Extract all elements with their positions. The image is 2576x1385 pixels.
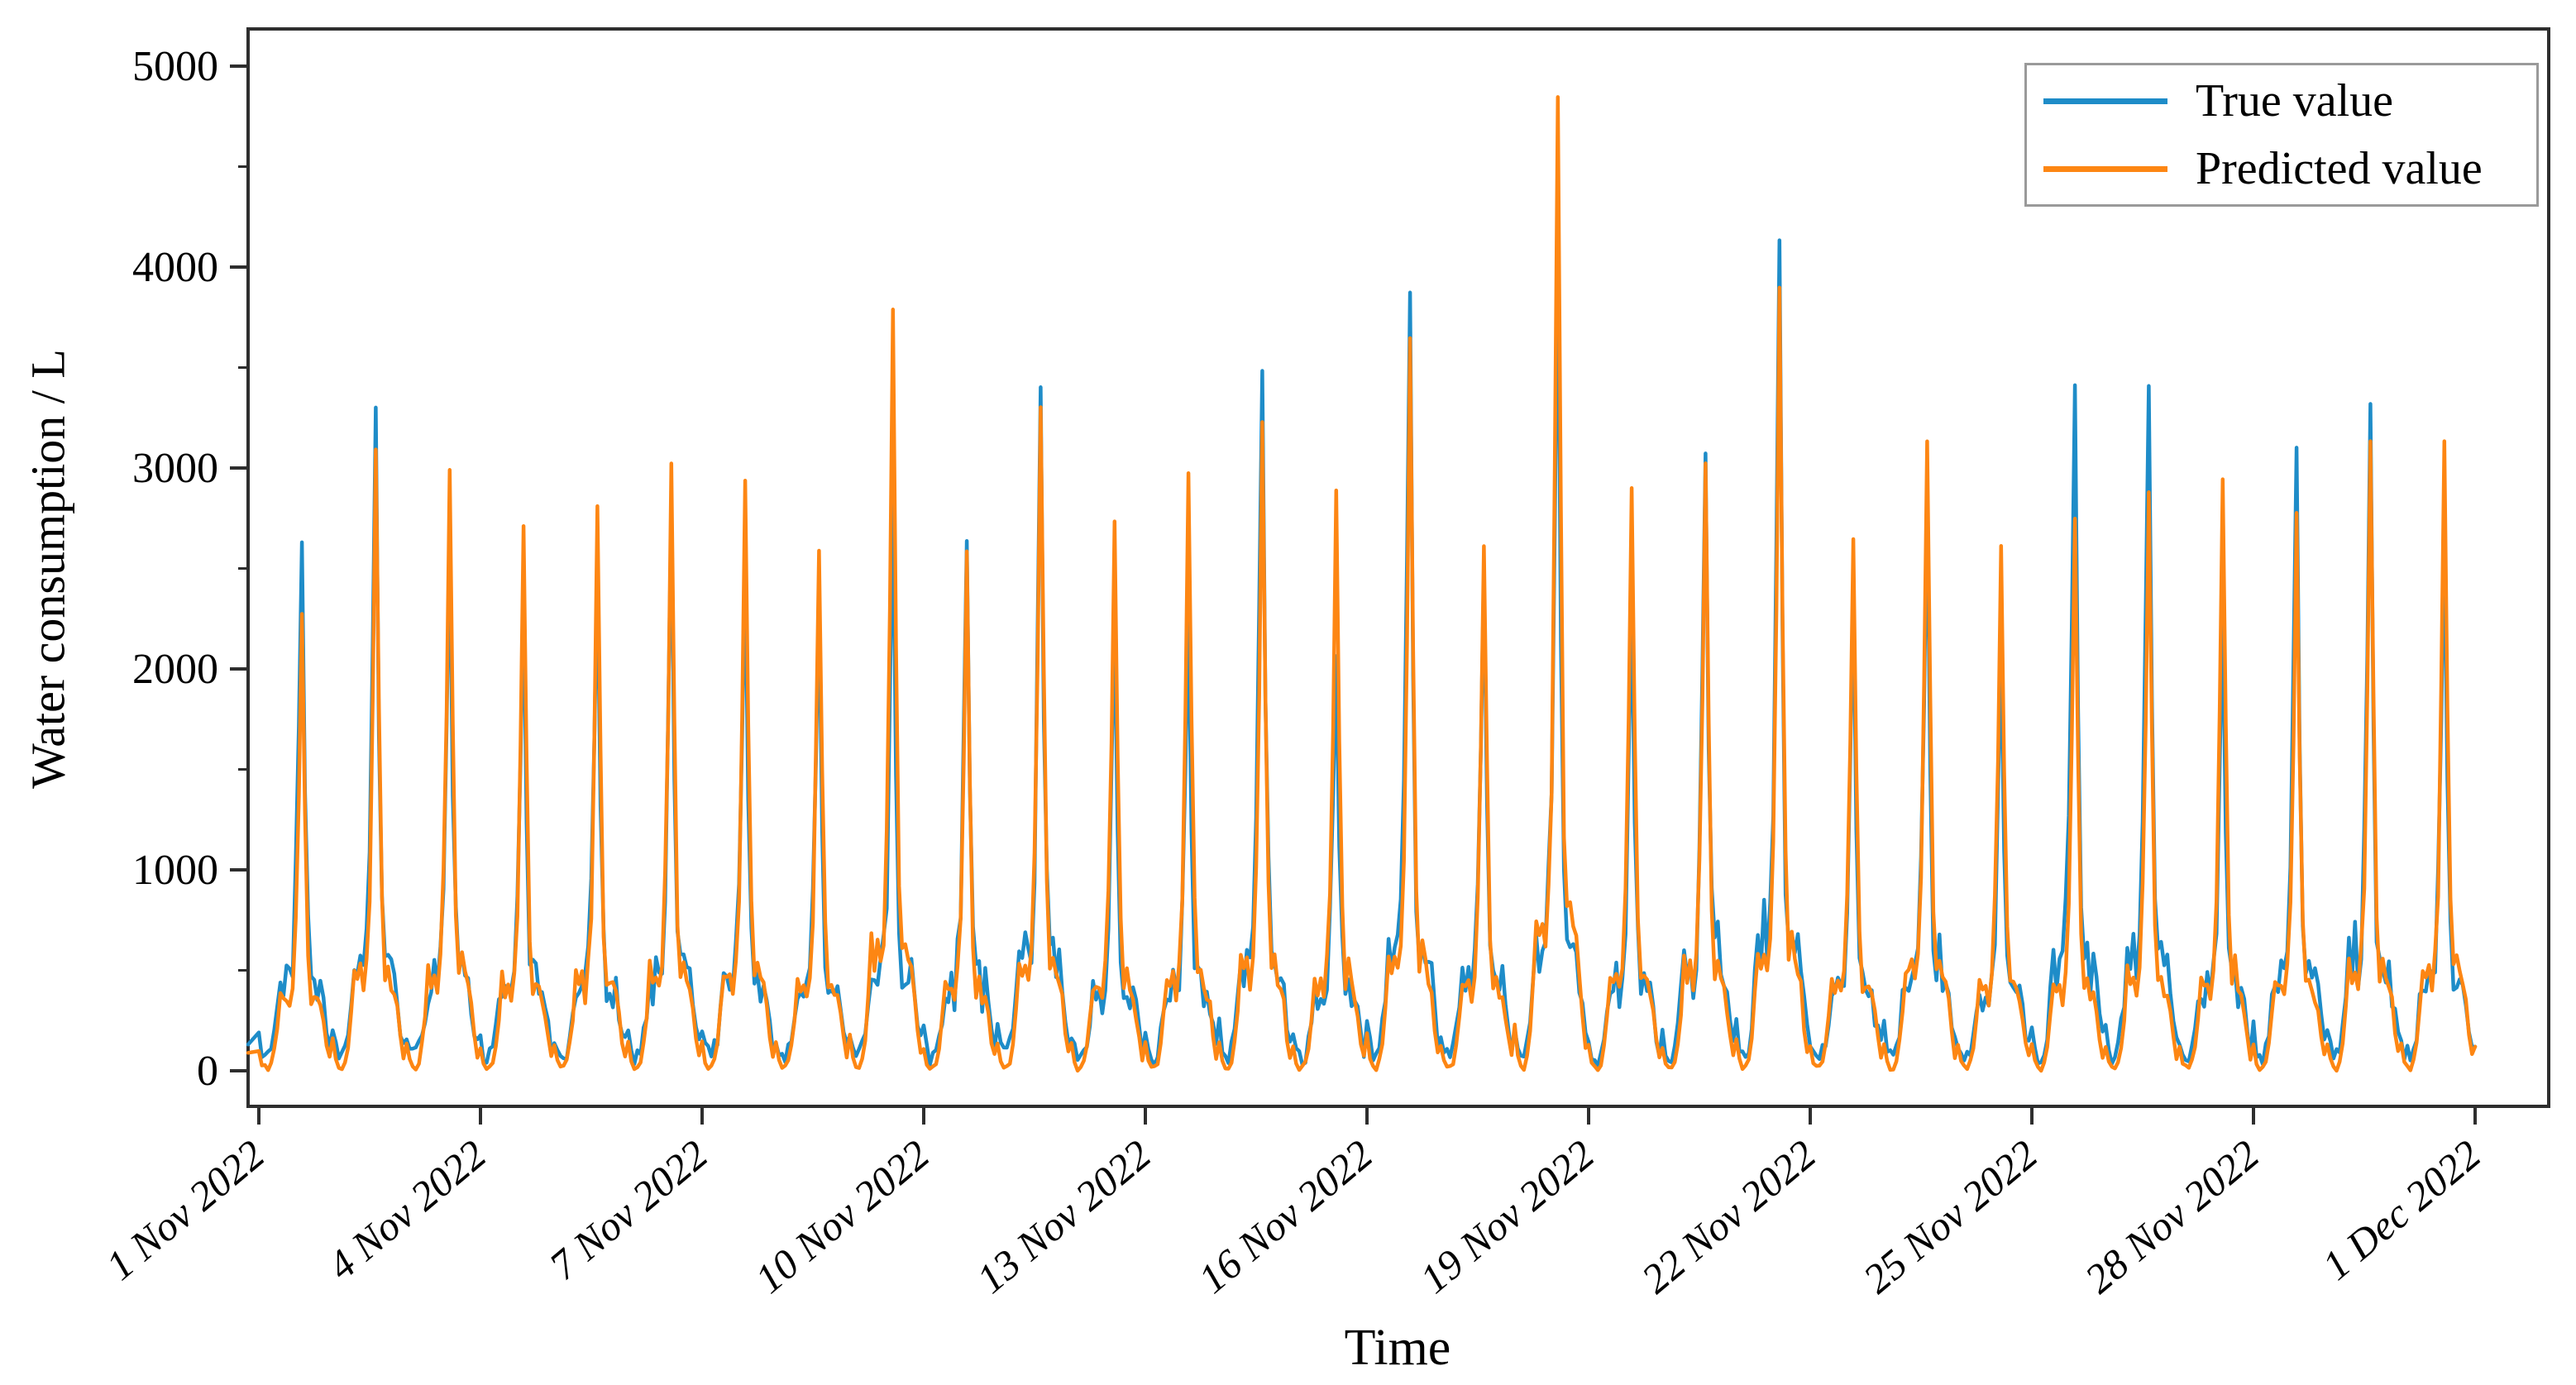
y-axis: 0 1000 2000 3000 4000 5000 bbox=[132, 43, 248, 1095]
x-tick-label: 10 Nov 2022 bbox=[746, 1131, 938, 1302]
legend: True value Predicted value bbox=[2024, 63, 2539, 207]
y-tick-label: 4000 bbox=[132, 244, 218, 291]
predicted-value-line-swatch bbox=[2043, 165, 2167, 172]
x-tick-label: 25 Nov 2022 bbox=[1854, 1131, 2046, 1302]
y-tick-label: 5000 bbox=[132, 43, 218, 90]
x-tick-label: 4 Nov 2022 bbox=[318, 1131, 495, 1289]
predicted-value-line bbox=[246, 95, 2478, 1073]
true-value-line-swatch bbox=[2043, 98, 2167, 104]
x-axis-title: Time bbox=[1344, 1320, 1451, 1376]
x-tick-label: 1 Dec 2022 bbox=[2314, 1131, 2490, 1289]
legend-label: True value bbox=[2196, 75, 2394, 127]
legend-label: Predicted value bbox=[2196, 143, 2483, 194]
x-tick-label: 16 Nov 2022 bbox=[1189, 1131, 1381, 1302]
legend-item-predicted-value: Predicted value bbox=[2027, 137, 2536, 200]
x-tick-label: 22 Nov 2022 bbox=[1632, 1131, 1824, 1302]
y-axis-title: Water consumption / L bbox=[21, 349, 75, 789]
y-tick-label: 3000 bbox=[132, 445, 218, 492]
y-tick-label: 1000 bbox=[132, 847, 218, 894]
x-tick-label: 19 Nov 2022 bbox=[1411, 1131, 1603, 1302]
x-tick-label: 1 Nov 2022 bbox=[97, 1131, 273, 1289]
legend-item-true-value: True value bbox=[2027, 69, 2536, 132]
x-axis: 1 Nov 2022 4 Nov 2022 7 Nov 2022 10 Nov 202… bbox=[97, 1106, 2489, 1302]
x-tick-label: 13 Nov 2022 bbox=[968, 1131, 1159, 1302]
y-tick-label: 2000 bbox=[132, 646, 218, 693]
x-tick-label: 28 Nov 2022 bbox=[2076, 1131, 2268, 1302]
y-tick-label: 0 bbox=[197, 1048, 218, 1095]
x-tick-label: 7 Nov 2022 bbox=[540, 1131, 716, 1289]
